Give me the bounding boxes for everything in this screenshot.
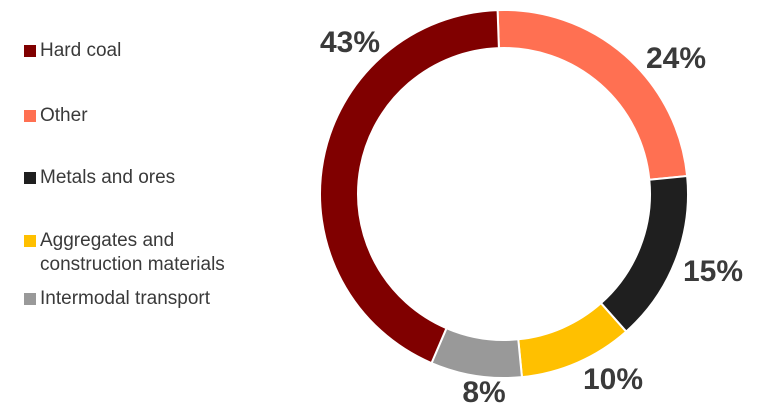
donut-slice-hard-coal	[319, 9, 500, 365]
donut-slice-metals-and-ores	[599, 174, 689, 334]
legend-item-intermodal-transport: Intermodal transport	[24, 287, 210, 311]
legend-swatch-other	[24, 110, 36, 122]
legend-label-hard-coal: Hard coal	[40, 40, 122, 61]
legend-label-intermodal-transport: Intermodal transport	[40, 288, 211, 309]
legend-item-metals-and-ores: Metals and ores	[24, 166, 175, 190]
legend-item-other: Other	[24, 104, 88, 128]
legend-label-other: Other	[40, 105, 88, 126]
data-label-intermodal-transport: 8%	[462, 376, 505, 405]
data-label-metals-and-ores: 15%	[683, 255, 743, 288]
legend-item-aggregates: Aggregates and construction materials	[24, 229, 225, 277]
data-label-hard-coal: 43%	[320, 26, 380, 59]
legend-label-aggregates: Aggregates and construction materials	[40, 230, 225, 275]
data-label-aggregates: 10%	[583, 363, 643, 396]
legend-swatch-metals-and-ores	[24, 172, 36, 184]
donut-slice-other	[496, 9, 689, 181]
legend-swatch-aggregates	[24, 235, 36, 247]
legend-item-hard-coal: Hard coal	[24, 39, 121, 63]
legend-label-metals-and-ores: Metals and ores	[40, 167, 176, 188]
legend-swatch-hard-coal	[24, 45, 36, 57]
data-label-other: 24%	[646, 42, 706, 75]
data-labels: 43% 24% 15% 10% 8%	[320, 26, 743, 405]
legend-swatch-intermodal-transport	[24, 293, 36, 305]
donut-slice-intermodal-transport	[430, 326, 524, 379]
chart-legend: Hard coal Other Metals and ores Aggregat…	[0, 0, 300, 405]
donut-slices	[319, 9, 689, 379]
